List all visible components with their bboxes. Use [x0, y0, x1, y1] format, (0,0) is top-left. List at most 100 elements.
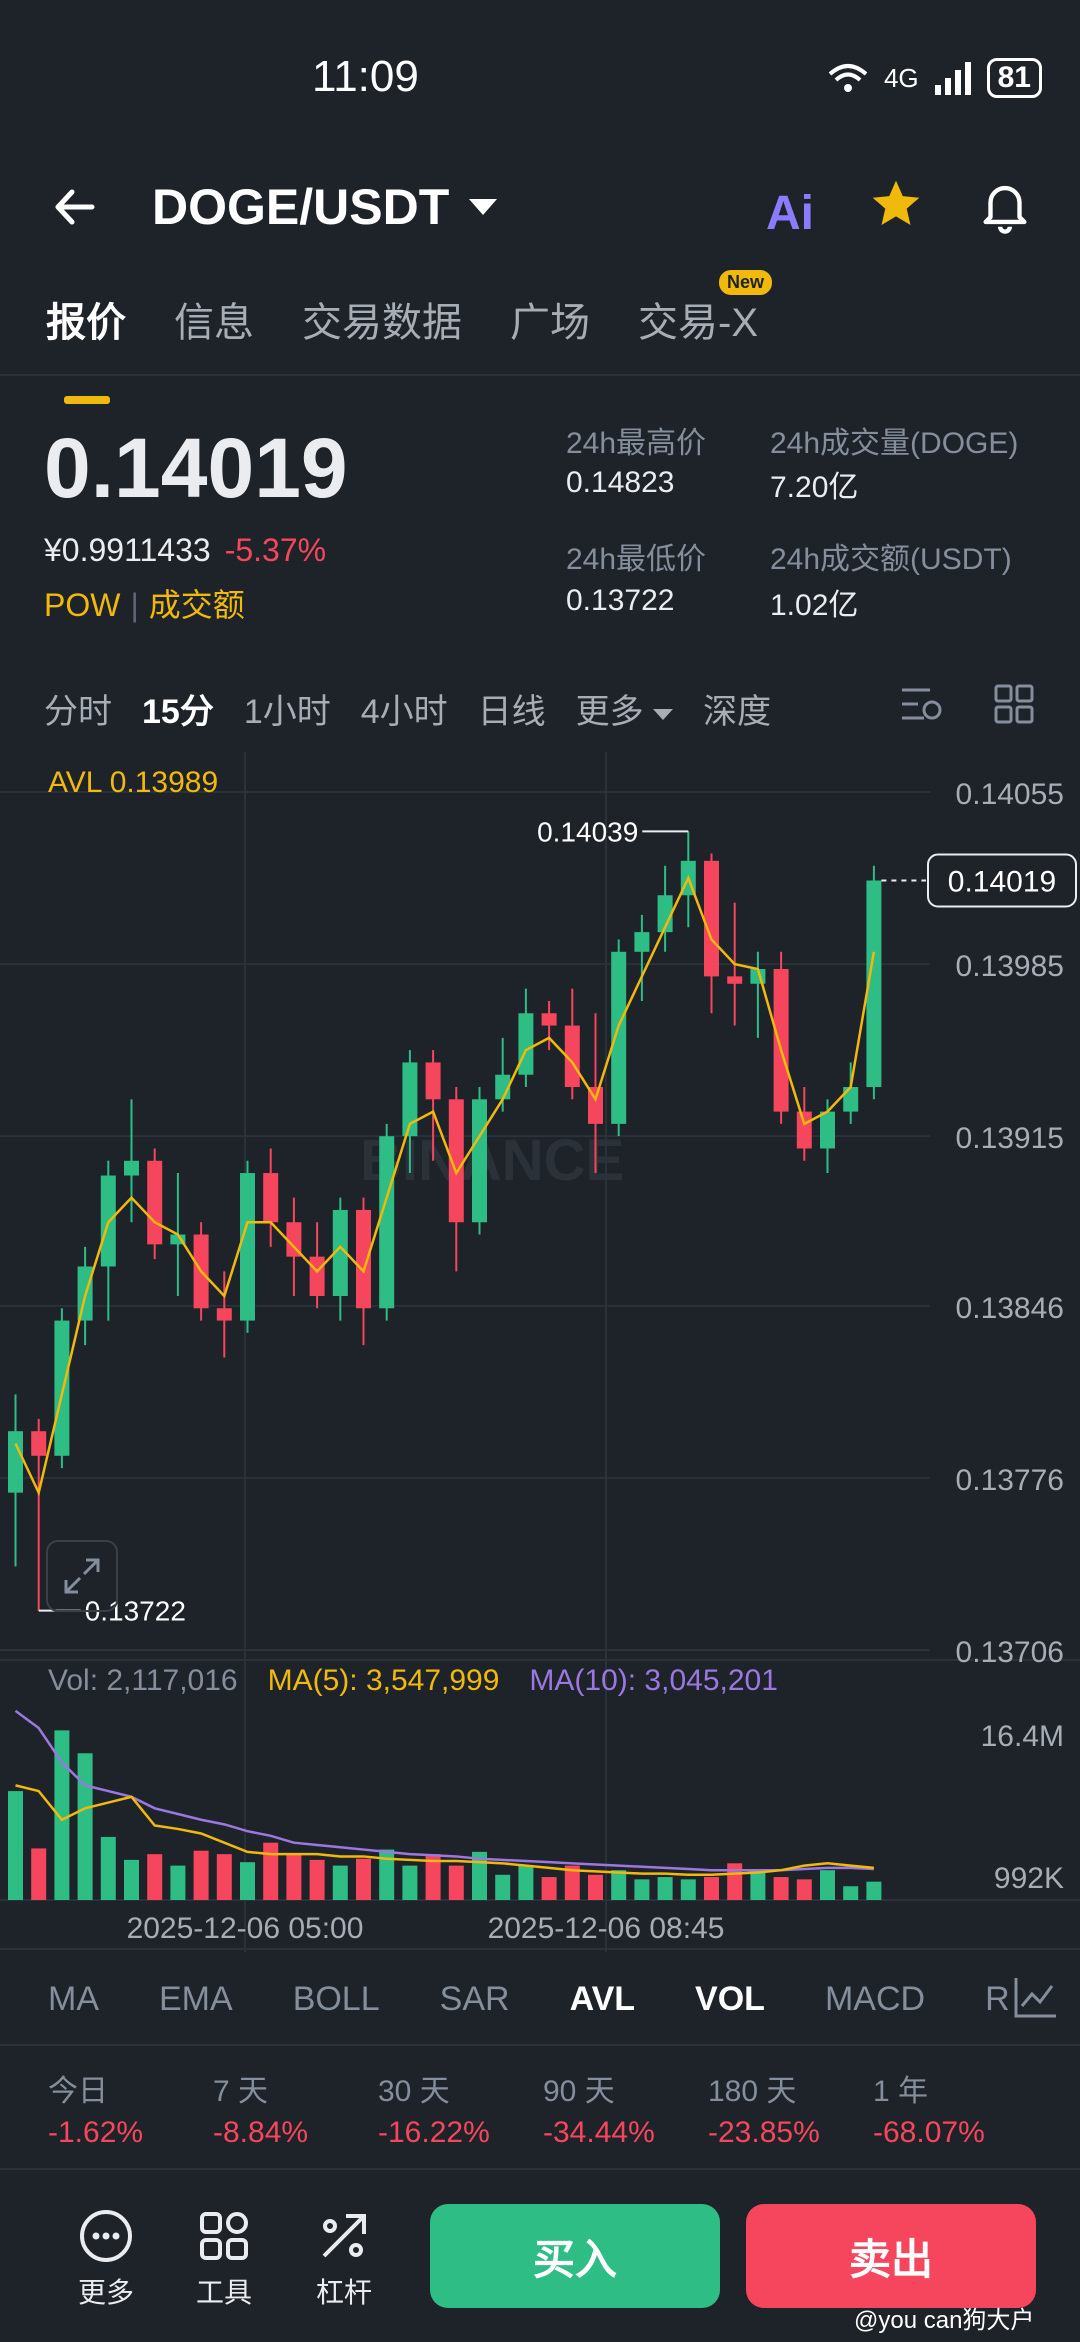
bell-icon[interactable] [976, 176, 1034, 234]
tab-quote[interactable]: 报价 [46, 290, 126, 404]
candle-body [402, 1062, 418, 1137]
amount-value: 1.02亿 [770, 589, 859, 622]
indicator-tabs: MA EMA BOLL SAR AVL VOL MACD R [48, 1980, 1010, 2019]
main-tabs: 报价 信息 交易数据 广场 交易-X New [46, 270, 772, 404]
perf-180d: 180 天 -23.85% [708, 2075, 820, 2149]
volume-ma10-line [14, 1709, 874, 1872]
volume-bar [472, 1851, 487, 1900]
candle-body [704, 860, 719, 977]
indicator-sar[interactable]: SAR [439, 1980, 510, 2018]
indicator-avl[interactable]: AVL [569, 1980, 636, 2018]
volume-bar [727, 1863, 743, 1900]
tag-pow[interactable]: POW [44, 587, 121, 623]
volume-bar [611, 1870, 627, 1900]
indicator-macd[interactable]: MACD [824, 1980, 926, 2018]
interval-1d[interactable]: 日线 [477, 693, 546, 731]
volume-bar [750, 1870, 766, 1900]
indicator-settings-icon[interactable] [1012, 1976, 1058, 2020]
sell-button[interactable]: 卖出 [746, 2204, 1036, 2308]
candle-body [820, 1111, 835, 1149]
leverage-button[interactable]: 杠杆 [294, 2208, 394, 2311]
more-button[interactable]: 更多 [56, 2208, 156, 2311]
interval-more[interactable]: 更多 [576, 684, 674, 733]
volume-bar [263, 1842, 279, 1900]
indicator-ma[interactable]: MA [48, 1980, 99, 2018]
chevron-down-icon [653, 708, 674, 720]
tabs-divider [0, 374, 1080, 376]
volume-bar [704, 1877, 719, 1900]
interval-15m[interactable]: 15分 [142, 693, 214, 731]
volume-bar [100, 1836, 116, 1900]
price-axis: 0.14055 0.13985 0.13915 0.13846 0.13776 0.137… [956, 778, 1064, 1669]
interval-depth[interactable]: 深度 [703, 693, 772, 731]
candlestick-chart[interactable]: BINANCE 0.140550.139850.139150.138460.13… [0, 752, 1080, 1952]
volume-tick-label: 16.4M [981, 1720, 1064, 1753]
fullscreen-button[interactable] [46, 1540, 118, 1612]
volume-bar [518, 1865, 534, 1900]
tab-trade-x[interactable]: 交易-X New [638, 270, 772, 348]
candle-body [634, 932, 650, 952]
buy-button[interactable]: 买入 [430, 2204, 720, 2308]
back-arrow-icon[interactable] [48, 180, 102, 234]
indicator-vol[interactable]: VOL [695, 1980, 765, 2018]
perf-1y: 1 年 -68.07% [873, 2075, 985, 2149]
volume-label: 24h成交量(DOGE) [770, 427, 1019, 460]
candle-body [332, 1209, 348, 1296]
indicator-ema[interactable]: EMA [159, 1980, 233, 2018]
candle-body [448, 1099, 464, 1223]
pair-selector[interactable]: DOGE/USDT [152, 178, 498, 236]
vol-label: Vol: 2,117,016 [48, 1664, 238, 1697]
time-tick-label: 2025-12-06 05:00 [127, 1912, 364, 1945]
chevron-down-icon [469, 199, 498, 215]
volume-bar [286, 1854, 302, 1900]
candle-body [518, 1013, 534, 1075]
tab-underline [64, 396, 110, 404]
time-axis: 2025-12-06 05:00 2025-12-06 08:45 [127, 1912, 725, 1945]
new-badge: New [718, 270, 772, 295]
performance-row: 今日 -1.62% 7 天 -8.84% 30 天 -16.22% 90 天 -34.4… [48, 2066, 1038, 2150]
indicator-r[interactable]: R [985, 1980, 1010, 2018]
tools-icon [200, 2212, 248, 2260]
price-tick-label: 0.13985 [956, 950, 1064, 983]
price-tick-label: 0.14055 [956, 778, 1064, 811]
current-price-label: 0.14019 [948, 866, 1056, 899]
pair-label: DOGE/USDT [152, 179, 450, 235]
volume-bar [77, 1753, 93, 1900]
candle-body [611, 951, 627, 1124]
star-icon[interactable] [868, 176, 924, 232]
candle-body [8, 1431, 23, 1493]
current-price-box [927, 853, 1077, 908]
interval-line[interactable]: 分时 [44, 693, 112, 731]
tab-info[interactable]: 信息 [174, 301, 254, 345]
tab-square[interactable]: 广场 [510, 301, 590, 345]
chart-settings-icon[interactable] [900, 684, 944, 724]
tab-trading-data[interactable]: 交易数据 [302, 301, 462, 345]
volume-tick-label: 992K [994, 1862, 1064, 1895]
vol-ma10-label: MA(10): 3,045,201 [529, 1664, 778, 1697]
perf-today: 今日 -1.62% [48, 2075, 144, 2149]
tag-turnover[interactable]: 成交额 [148, 587, 245, 623]
indicator-boll[interactable]: BOLL [292, 1980, 380, 2018]
tools-button[interactable]: 工具 [174, 2208, 274, 2311]
volume-bar [843, 1886, 859, 1900]
candle-body [727, 976, 743, 984]
interval-4h[interactable]: 4小时 [360, 693, 448, 731]
candle-body [773, 969, 789, 1112]
volume-bar [634, 1879, 650, 1900]
candle-body [425, 1062, 441, 1100]
grid-layout-icon[interactable] [994, 684, 1034, 724]
status-time: 11:09 [312, 52, 419, 101]
candle-body [31, 1431, 47, 1456]
ai-button[interactable]: Ai [766, 187, 814, 240]
volume-bar [379, 1849, 395, 1900]
tags-row: POW | 成交额 [44, 587, 245, 623]
low-value: 0.13722 [566, 584, 675, 617]
candle-body [240, 1173, 255, 1321]
amount-label: 24h成交额(USDT) [770, 543, 1012, 576]
candle-body [170, 1234, 186, 1245]
volume-bar [541, 1877, 557, 1900]
price-tick-label: 0.13915 [956, 1122, 1064, 1155]
user-watermark: @you can狗大户 [854, 2307, 1035, 2334]
volume-bar [402, 1865, 418, 1900]
interval-1h[interactable]: 1小时 [243, 693, 331, 731]
